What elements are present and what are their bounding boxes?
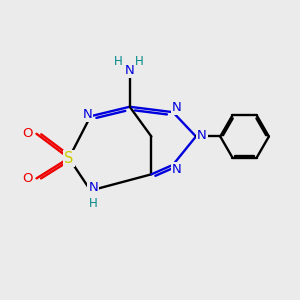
Text: N: N [197, 129, 207, 142]
Text: H: H [114, 55, 123, 68]
Text: O: O [22, 127, 32, 140]
Text: N: N [125, 64, 135, 77]
Text: N: N [82, 108, 92, 122]
Text: H: H [89, 197, 98, 210]
Text: O: O [22, 172, 32, 185]
Text: N: N [172, 163, 182, 176]
Text: N: N [88, 181, 98, 194]
Text: S: S [64, 151, 74, 166]
Text: H: H [135, 55, 144, 68]
Text: N: N [172, 101, 182, 114]
